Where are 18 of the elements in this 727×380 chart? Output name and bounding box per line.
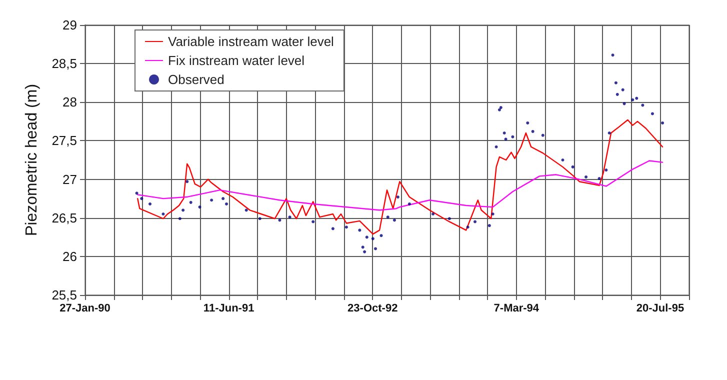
legend-label: Variable instream water level — [168, 34, 334, 49]
y-tick-label: 28 — [62, 94, 77, 110]
y-tick-label: 25,5 — [52, 288, 77, 302]
y-axis-title: Piezometric head (m) — [24, 84, 40, 236]
y-tick-label: 28,5 — [52, 56, 77, 72]
y-tick-label: 26 — [62, 248, 77, 264]
y-tick-label: 27 — [62, 172, 77, 187]
x-tick-label: 11-Jun-91 — [203, 302, 254, 314]
y-tick-label: 26,5 — [52, 210, 77, 226]
line-series — [137, 119, 664, 235]
legend-label: Observed — [168, 72, 224, 87]
x-tick-label: 23-Oct-92 — [348, 302, 398, 314]
x-tick-label: 20-Jul-95 — [636, 302, 684, 314]
x-tick-label: 27-Jan-90 — [60, 302, 110, 314]
legend-label: Fix instream water level — [168, 53, 305, 68]
y-tick-label: 29 — [62, 18, 77, 32]
y-tick-label: 27,5 — [52, 133, 77, 148]
x-tick-label: 7-Mar-94 — [494, 302, 540, 314]
